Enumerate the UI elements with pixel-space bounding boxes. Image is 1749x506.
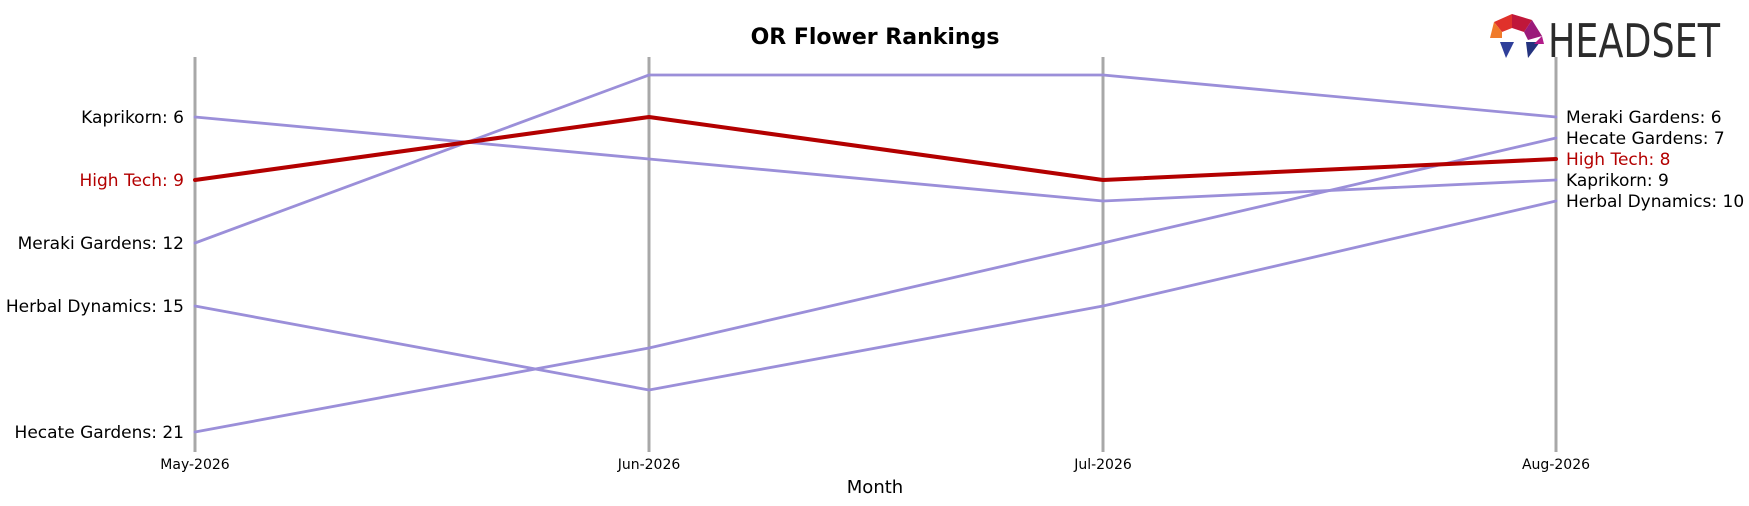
x-tick-label: Jul-2026 — [1073, 457, 1132, 473]
x-tick-label: Aug-2026 — [1522, 457, 1590, 473]
x-axis-label: Month — [847, 477, 903, 498]
x-tick-labels: May-2026 Jun-2026 Jul-2026 Aug-2026 — [160, 457, 1590, 473]
series-line-hecate-gardens — [193, 136, 1558, 434]
series-line-meraki-gardens — [193, 73, 1558, 245]
right-label-hecate-gardens: Hecate Gardens: 7 — [1566, 129, 1725, 149]
right-label-herbal-dynamics: Herbal Dynamics: 10 — [1566, 192, 1744, 212]
x-tick-label: Jun-2026 — [617, 457, 681, 473]
headset-logo-text: HEADSET — [1548, 14, 1721, 68]
x-tick-label: May-2026 — [160, 457, 229, 473]
left-label-herbal-dynamics: Herbal Dynamics: 15 — [6, 297, 184, 317]
chart-title: OR Flower Rankings — [751, 25, 1000, 50]
right-label-meraki-gardens: Meraki Gardens: 6 — [1566, 108, 1722, 128]
series-line-kaprikorn — [193, 115, 1558, 203]
series-labels: Kaprikorn: 6 Kaprikorn: 9 High Tech: 9 High… — [6, 108, 1744, 443]
headset-logo: HEADSET — [1490, 14, 1721, 68]
series-lines — [193, 73, 1558, 434]
series-line-herbal-dynamics — [193, 199, 1558, 392]
left-label-hecate-gardens: Hecate Gardens: 21 — [15, 423, 184, 443]
series-line-high-tech — [193, 115, 1558, 182]
month-axes — [193, 57, 1558, 452]
right-label-high-tech: High Tech: 8 — [1566, 150, 1671, 170]
headset-logo-mark — [1490, 14, 1544, 58]
left-label-meraki-gardens: Meraki Gardens: 12 — [18, 234, 184, 254]
left-label-high-tech: High Tech: 9 — [80, 171, 185, 191]
left-label-kaprikorn: Kaprikorn: 6 — [81, 108, 184, 128]
right-label-kaprikorn: Kaprikorn: 9 — [1566, 171, 1669, 191]
